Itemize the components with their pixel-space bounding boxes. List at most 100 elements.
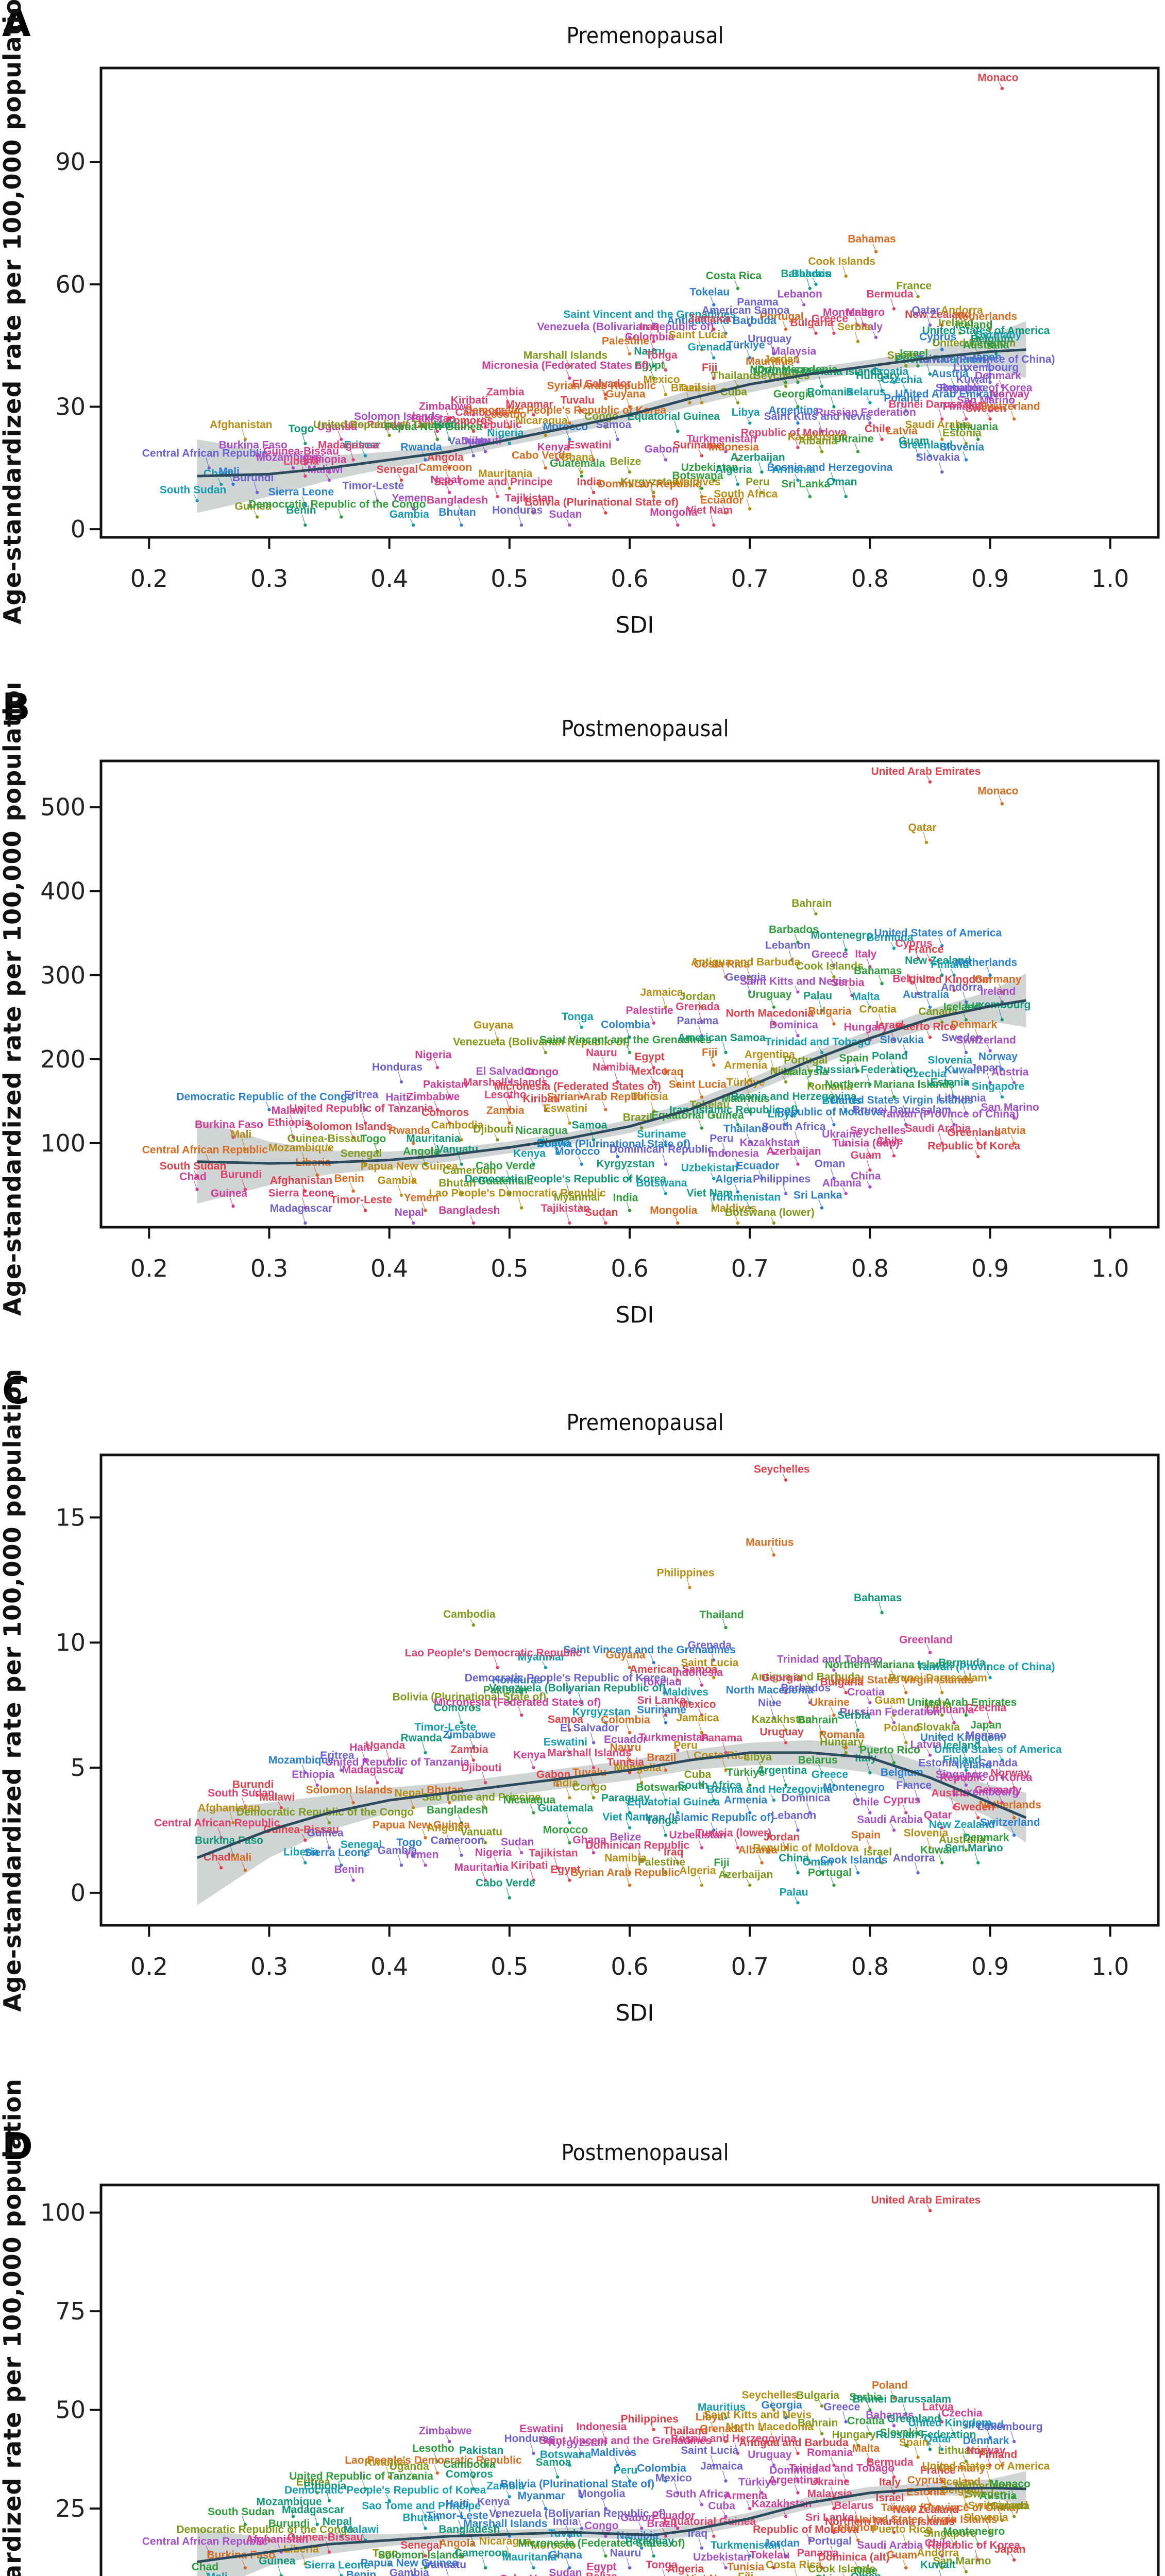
label-leader [902,435,906,444]
point-label: Kazakhstan [739,1137,800,1149]
label-leader [458,2547,462,2556]
data-point [483,2566,487,2570]
point-label: Mozambique [257,2496,322,2507]
label-leader [794,2475,799,2481]
data-point [748,1811,752,1815]
point-label: American Samoa [858,2575,946,2576]
point-label: Tuvalu [561,394,595,406]
point-label: Lebanon [777,288,822,300]
data-point [508,2554,512,2558]
point-label: Mauritius [746,355,793,367]
label-leader [650,488,654,497]
label-leader [350,1131,354,1138]
label-leader [963,1074,967,1083]
label-leader [818,2399,822,2406]
label-leader [830,396,835,407]
data-point [568,437,571,442]
data-point [700,1020,704,1023]
data-point [652,2554,655,2558]
data-point [712,1063,716,1067]
label-leader [422,2549,426,2556]
data-point [652,1065,655,1070]
label-leader [734,280,738,289]
label-leader [842,1686,847,1693]
label-leader [938,462,942,472]
label-leader [398,1184,402,1196]
label-leader [398,1766,402,1773]
label-leader [350,1794,354,1803]
y-tick-label: 100 [40,1129,86,1157]
point-label: Bahamas [848,233,896,245]
data-point [555,2554,560,2558]
label-leader [866,1001,870,1008]
point-label: Japan [970,351,1002,363]
label-leader [986,1842,991,1851]
label-leader [337,1759,342,1771]
label-leader [999,995,1003,1003]
data-point [1012,2515,1016,2518]
point-label: Benin [286,504,316,516]
label-leader [650,2423,654,2430]
data-point [424,2515,427,2518]
label-leader [566,1112,570,1123]
point-label: Papua New Guinea [373,1819,470,1831]
data-point [772,1221,776,1225]
point-label: Lebanon [831,2521,876,2533]
point-label: Romania [807,386,853,398]
label-leader [578,1021,582,1028]
label-leader [794,1896,799,1903]
label-leader [806,2534,811,2540]
data-point [772,2408,776,2412]
label-leader [362,2534,366,2540]
label-leader [482,1872,486,1880]
point-label: Peru [710,1133,734,1145]
label-leader [986,2470,991,2481]
label-leader [446,1731,450,1738]
data-point [748,1078,752,1082]
label-leader [782,1774,786,1786]
point-label: Sierra Leone [305,2559,370,2571]
label-leader [986,1782,991,1790]
point-label: Malaysia [783,1066,829,1078]
point-label: Montenegro [823,307,885,318]
point-label: Myanmar [554,1191,601,1203]
point-label: Cambodia [443,2459,496,2470]
label-leader [662,2472,666,2481]
point-label: San Marino [957,394,1015,406]
label-leader [686,2435,690,2442]
label-leader [614,429,618,440]
label-leader [986,1739,991,1751]
label-leader [890,2419,894,2426]
label-leader [986,363,991,375]
data-point [940,1141,944,1145]
point-label: Guinea-Bissau [263,445,339,457]
label-leader [734,2443,738,2454]
point-label: Mauritania [502,2551,556,2563]
point-label: Brunei Darussalam [853,2393,951,2405]
label-leader [301,2553,306,2564]
y-tick-label: 0 [71,1879,86,1907]
label-leader [506,1099,510,1110]
label-leader [986,1044,991,1051]
data-point [700,1126,704,1130]
point-label: Algeria [715,464,752,476]
label-leader [434,2464,438,2473]
label-leader [554,1147,558,1154]
point-label: Iceland [943,1739,981,1751]
label-leader [812,327,817,334]
point-label: Zambia [486,1105,525,1116]
point-label: New Zealand [893,2504,959,2516]
point-label: Gambia [377,1844,417,1856]
point-label: Morocco [555,1146,600,1158]
point-label: Central African Republic [142,1144,268,1156]
data-point [784,2416,788,2420]
label-leader [374,1774,378,1783]
point-label: Zimbabwe [443,1729,496,1741]
label-leader [337,431,342,440]
y-tick-label: 75 [55,2297,86,2325]
x-tick-label: 0.5 [491,1255,528,1282]
label-leader [830,1706,835,1716]
label-leader [794,1100,799,1112]
data-point [604,2554,607,2558]
label-leader [626,1862,630,1873]
